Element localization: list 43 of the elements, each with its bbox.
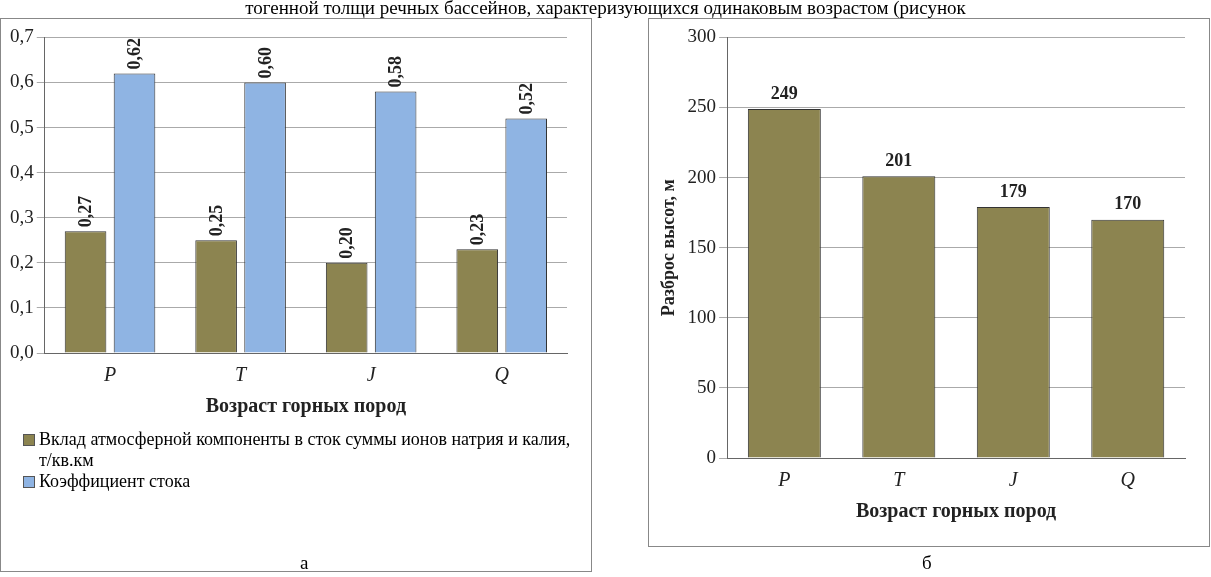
x-tick-label: J — [366, 363, 377, 386]
y-axis-title: Разброс высот, м — [658, 179, 679, 317]
text: тогенной толщи речных бассейнов, характеризующихся одинаковым возрастом (рисунок — [244, 0, 967, 19]
data-label: 0,52 — [515, 83, 536, 115]
y-tick-label: 0,0 — [10, 340, 34, 362]
y-tick-label: 300 — [687, 25, 717, 47]
x-tick-label: T — [893, 468, 907, 491]
data-label: 0,20 — [336, 227, 357, 259]
x-tick-label: P — [777, 468, 791, 491]
y-tick-label: 0,1 — [10, 295, 34, 317]
y-tick-label: 100 — [687, 305, 717, 327]
data-label: 0,58 — [385, 56, 406, 88]
x-tick-label: Q — [1120, 468, 1136, 491]
data-label: 249 — [770, 82, 798, 103]
data-label: 0,62 — [124, 37, 145, 70]
x-tick-label: J — [1008, 468, 1019, 491]
y-tick-label: 0,3 — [10, 205, 34, 227]
data-label: 0,27 — [75, 195, 96, 228]
x-axis-title: Возраст горных пород — [855, 499, 1057, 523]
y-tick-label: 200 — [687, 165, 717, 187]
text: б — [922, 552, 932, 574]
legend-label: Вклад атмосферной компоненты в сток суммы ионов натрия и калия, т/кв.км — [39, 429, 572, 471]
y-tick-label: 0 — [706, 445, 717, 467]
x-tick-label: P — [102, 363, 117, 386]
data-label: 0,23 — [466, 213, 487, 246]
data-label: 170 — [1114, 193, 1142, 214]
x-tick-label: Q — [494, 363, 510, 386]
x-tick-label: T — [235, 363, 249, 386]
data-label: 201 — [885, 149, 913, 170]
data-label: 179 — [999, 180, 1027, 201]
text: а — [300, 552, 309, 574]
y-tick-label: 250 — [687, 95, 717, 117]
y-tick-label: 0,7 — [10, 25, 34, 47]
y-tick-label: 0,2 — [10, 250, 34, 272]
y-tick-label: 50 — [697, 375, 717, 397]
x-axis-title: Возраст горных пород — [205, 394, 406, 418]
y-tick-label: 0,5 — [10, 115, 34, 137]
data-label: 0,25 — [205, 204, 226, 237]
data-label: 0,60 — [254, 46, 275, 79]
legend-label: Коэффициент стока — [39, 471, 191, 492]
y-tick-label: 0,6 — [10, 70, 34, 92]
y-tick-label: 0,4 — [10, 160, 35, 182]
y-tick-label: 150 — [687, 235, 717, 257]
